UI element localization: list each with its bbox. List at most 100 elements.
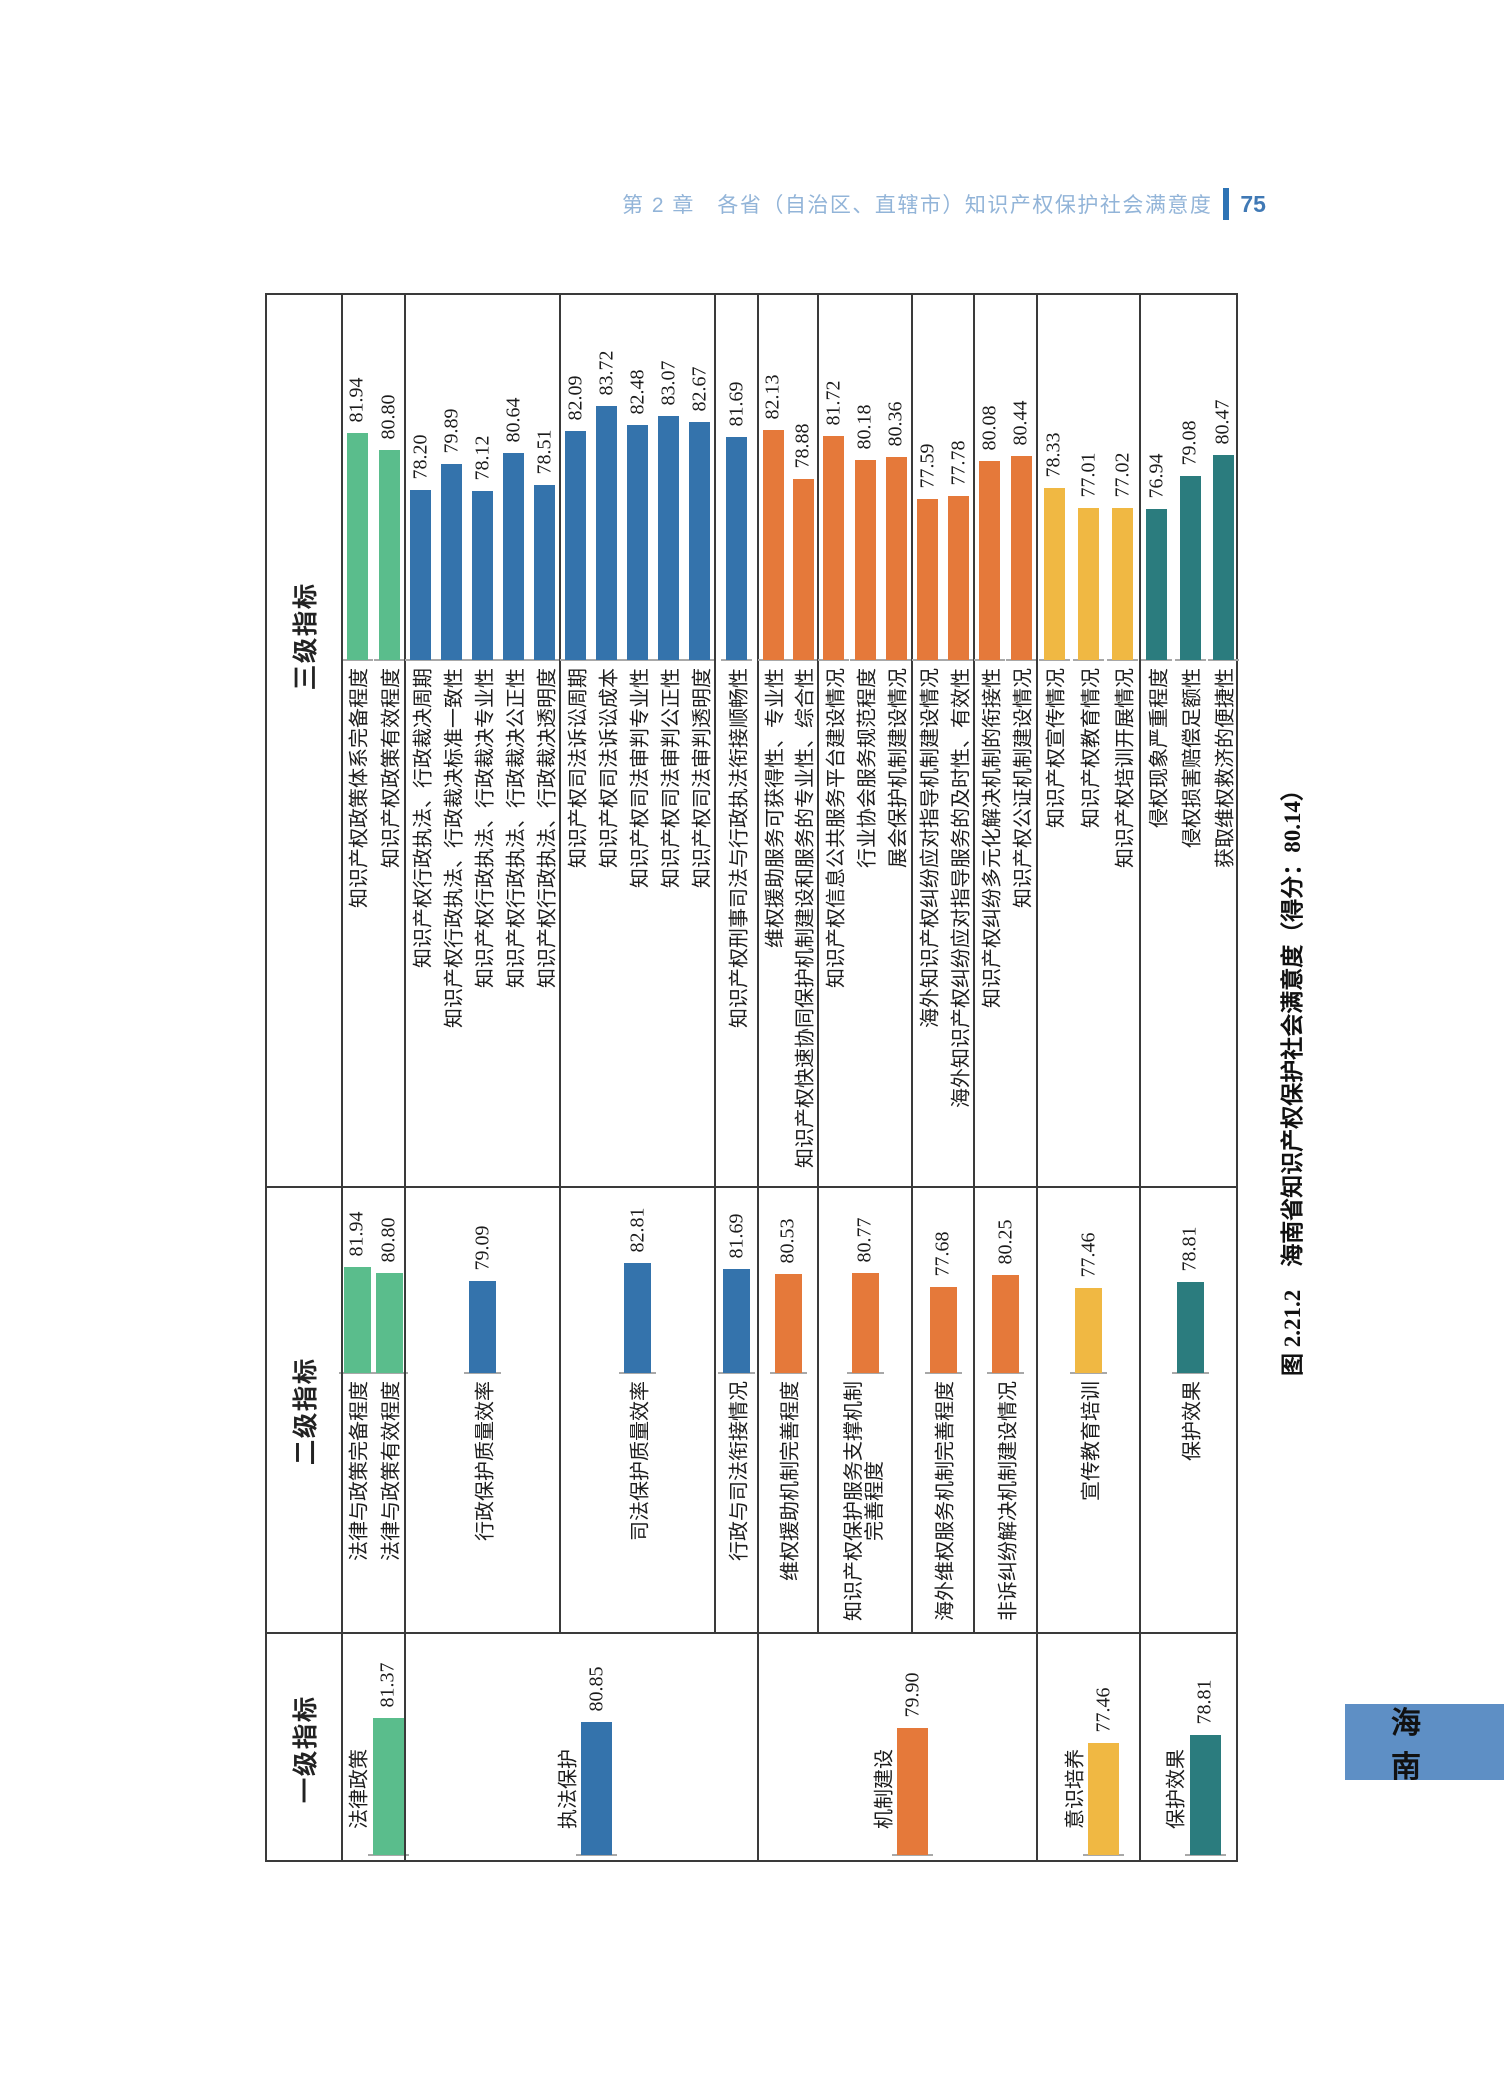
bar-value: 82.67 <box>688 366 710 412</box>
bar-value: 82.48 <box>626 369 648 415</box>
bar-label: 知识产权教育情况 <box>1080 668 1102 828</box>
bar-value: 80.08 <box>978 405 1001 451</box>
bar-l3 <box>1212 455 1234 660</box>
bar-l3 <box>346 433 368 660</box>
bar-l1 <box>1088 1743 1119 1855</box>
bar-label: 知识产权保护服务支撑机制 完善程度 <box>843 1381 886 1621</box>
bar-label: 海外知识产权纠纷应对指导机制建设情况 <box>919 668 941 1028</box>
level-header: 三级指标 <box>292 581 320 691</box>
bar-value: 80.64 <box>502 397 524 443</box>
bar-l3 <box>1010 456 1032 660</box>
axis-stub <box>818 659 850 661</box>
bar-value: 77.02 <box>1111 452 1134 498</box>
axis-stub <box>880 659 912 661</box>
axis-stub <box>912 659 943 661</box>
axis-stub <box>1207 659 1239 661</box>
axis-stub <box>373 659 405 661</box>
bar-l1 <box>1189 1735 1221 1855</box>
page-number: 75 <box>1240 190 1266 217</box>
bar-label: 知识产权信息公共服务平台建设情况 <box>825 668 848 988</box>
bar-l3 <box>979 461 1001 660</box>
axis-stub <box>405 659 436 661</box>
bar-value: 78.51 <box>533 429 555 475</box>
bar-l3 <box>854 460 876 660</box>
bar-label: 行业协会服务规范程度 <box>856 668 879 868</box>
bar-label: 司法保护质量效率 <box>629 1381 651 1541</box>
grid-line-header-col <box>341 295 343 1860</box>
l1-category-label: 执法保护 <box>557 1749 579 1829</box>
bar-label: 知识产权宣传情况 <box>1045 668 1068 828</box>
bar-label: 非诉纠纷解决机制建设情况 <box>997 1381 1019 1621</box>
bar-value: 77.01 <box>1077 452 1099 498</box>
bar-l1 <box>581 1722 612 1855</box>
bar-value: 80.53 <box>776 1218 799 1264</box>
bar-l3 <box>792 479 814 660</box>
axis-stub <box>757 659 789 661</box>
bar-value: 79.90 <box>901 1672 923 1718</box>
bar-l3 <box>1112 508 1134 660</box>
bar-l3 <box>534 485 555 660</box>
axis-stub <box>622 659 653 661</box>
bar-value: 78.81 <box>1178 1226 1201 1272</box>
grid-line-sub <box>559 295 561 1634</box>
grid-line-band <box>267 1186 1236 1188</box>
axis-stub <box>721 659 752 661</box>
bar-l3 <box>596 406 617 660</box>
axis-stub <box>987 1372 1024 1374</box>
bar-value: 80.44 <box>1009 400 1032 446</box>
bar-l3 <box>1078 508 1099 660</box>
axis-stub <box>1083 1854 1124 1856</box>
bar-l3 <box>823 436 845 660</box>
bar-value: 78.33 <box>1042 432 1065 478</box>
bar-l2 <box>992 1275 1019 1373</box>
bar-value: 81.37 <box>376 1662 399 1708</box>
bar-value: 80.18 <box>853 404 876 450</box>
bar-l2 <box>774 1274 802 1373</box>
grid-line-category <box>1139 295 1141 1860</box>
bar-l2 <box>343 1267 371 1373</box>
bar-value: 81.94 <box>345 377 368 423</box>
axis-stub <box>787 659 819 661</box>
grid-line-sub <box>714 295 716 1634</box>
bar-value: 80.85 <box>585 1666 607 1712</box>
bar-value: 78.81 <box>1193 1679 1216 1725</box>
axis-stub <box>1073 659 1104 661</box>
axis-stub <box>1107 659 1139 661</box>
bar-l2 <box>469 1281 496 1373</box>
bar-label: 知识产权快速协同保护机制建设和服务的专业性、综合性 <box>794 668 817 1168</box>
axis-stub <box>943 659 974 661</box>
bar-label: 展会保护机制建设情况 <box>887 668 910 868</box>
bar-l3 <box>503 453 524 660</box>
l1-category-label: 法律政策 <box>348 1749 371 1829</box>
bar-label: 知识产权行政执法、行政裁决公正性 <box>505 668 527 988</box>
bar-l3 <box>658 416 679 660</box>
bar-value: 79.08 <box>1178 420 1201 466</box>
bar-l1 <box>897 1728 928 1855</box>
bar-l3 <box>472 491 493 660</box>
bar-label: 知识产权司法诉讼周期 <box>567 668 589 868</box>
axis-stub <box>769 1372 807 1374</box>
axis-stub <box>560 659 591 661</box>
bar-value: 82.13 <box>761 374 784 420</box>
bar-label: 知识产权司法审判公正性 <box>660 668 682 888</box>
bar-l3 <box>410 490 431 660</box>
bar-value: 81.94 <box>345 1211 368 1257</box>
bar-label: 行政保护质量效率 <box>474 1381 496 1541</box>
bar-label: 宣传教育培训 <box>1080 1381 1102 1501</box>
axis-stub <box>653 659 684 661</box>
bar-value: 80.25 <box>994 1219 1016 1265</box>
bar-value: 78.12 <box>471 435 493 481</box>
bar-label: 侵权损害赔偿足额性 <box>1181 668 1204 848</box>
bar-label: 获取维权救济的便捷性 <box>1214 668 1237 868</box>
bar-label: 侵权现象严重程度 <box>1148 668 1171 828</box>
bar-l3 <box>689 422 710 660</box>
bar-l3 <box>726 437 747 660</box>
grid-line-sub <box>911 295 913 1634</box>
axis-stub <box>924 1372 962 1374</box>
l1-category-label: 意识培养 <box>1064 1749 1086 1829</box>
bar-value: 80.77 <box>853 1217 876 1263</box>
bar-label: 法律与政策完备程度 <box>348 1381 371 1561</box>
axis-stub <box>1174 659 1206 661</box>
bar-l2 <box>624 1263 651 1373</box>
